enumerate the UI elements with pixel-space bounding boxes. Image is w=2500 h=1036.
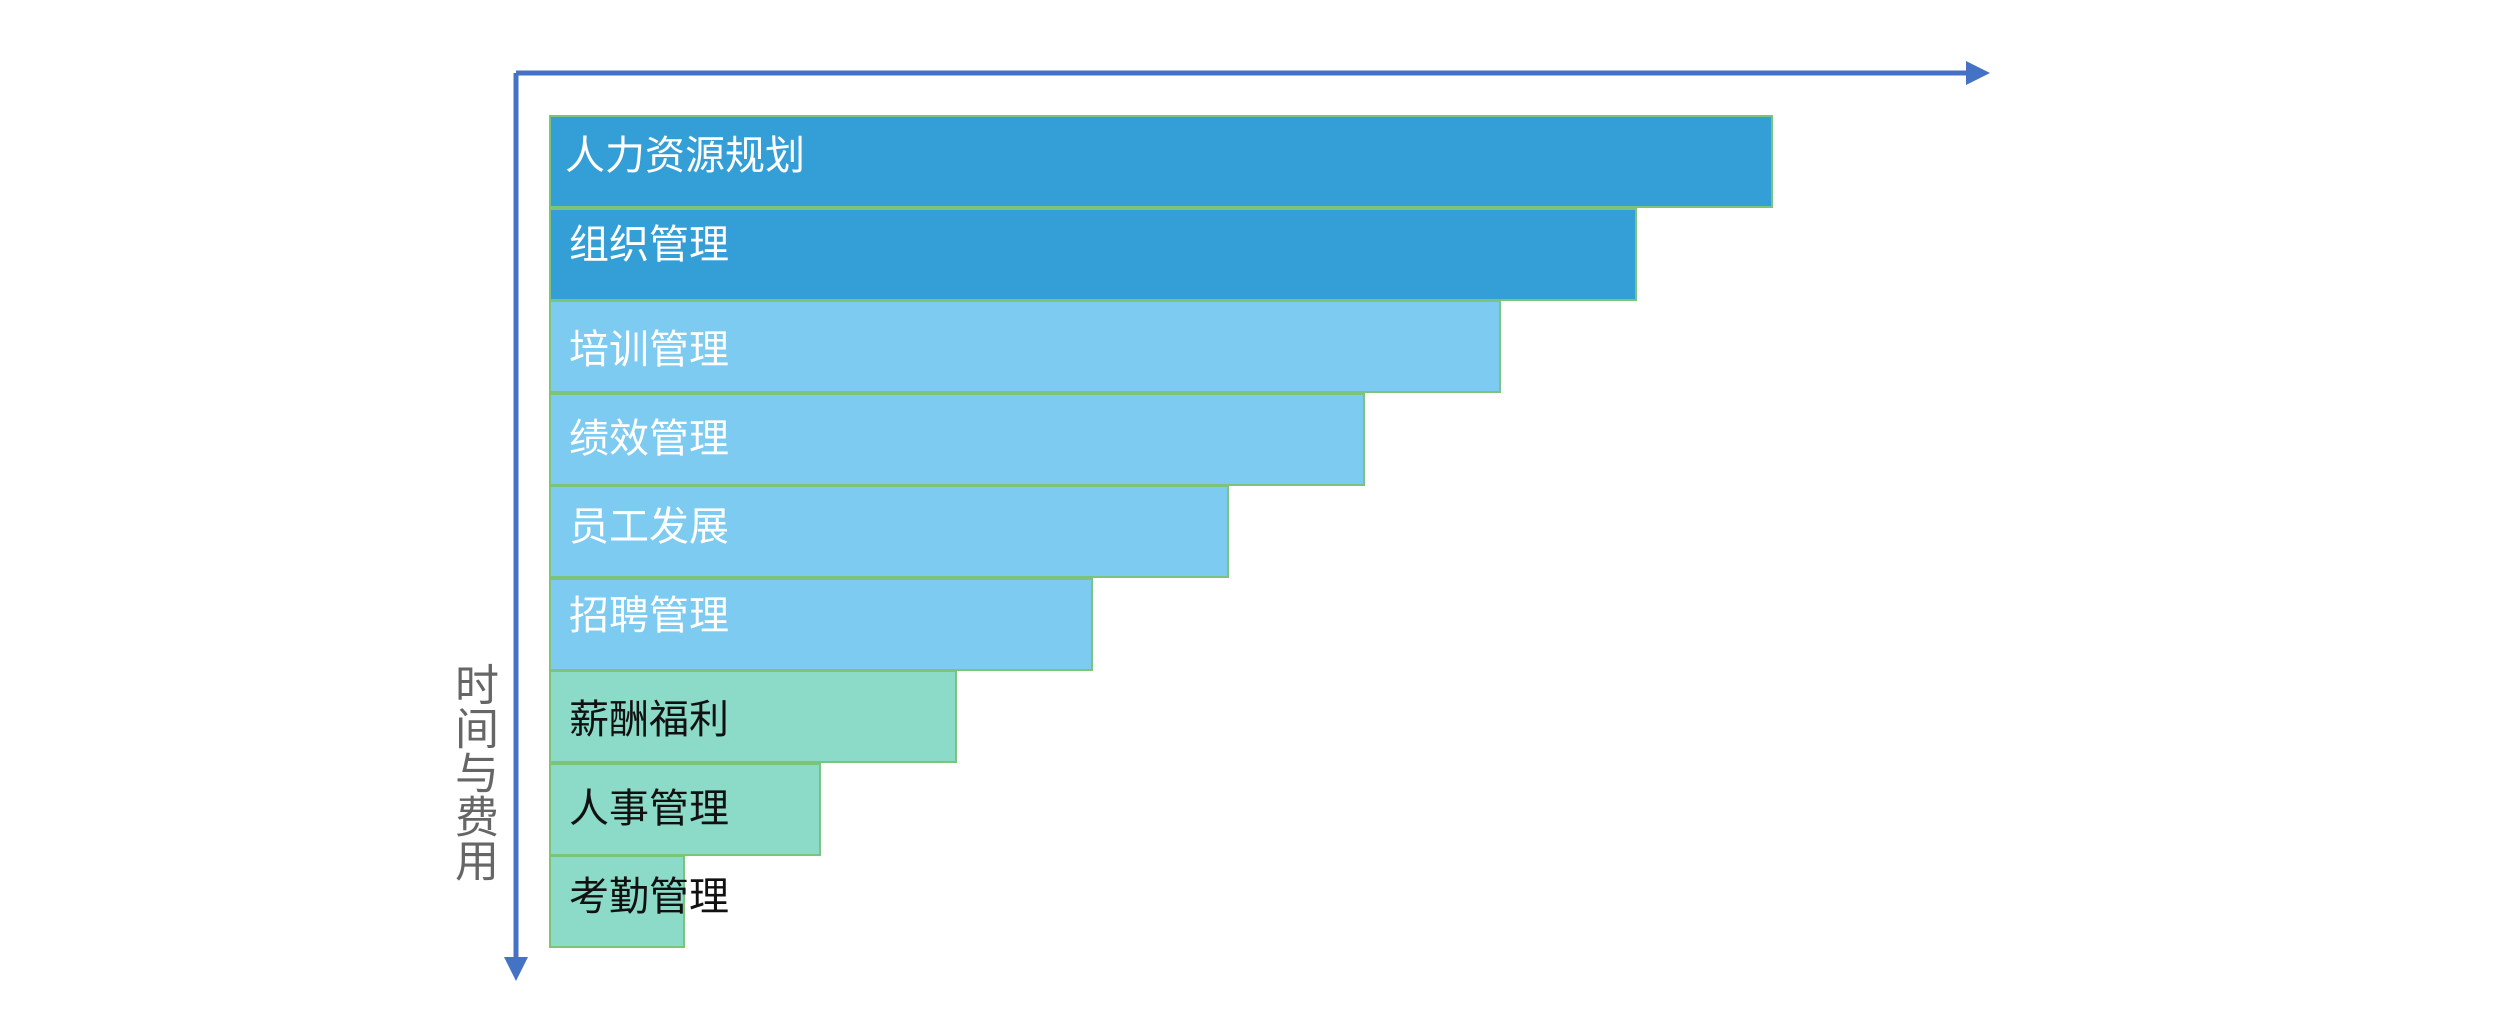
vertical-axis-arrowhead bbox=[504, 957, 528, 981]
stair-bar: 人事管理 bbox=[549, 762, 821, 856]
stair-label: 培训管理 bbox=[569, 327, 729, 373]
stair-bar: 绩效管理 bbox=[549, 392, 1365, 486]
stair-label: 招聘管理 bbox=[569, 592, 729, 639]
stair-label: 考勤管理 bbox=[569, 874, 729, 920]
stair-label: 绩效管理 bbox=[569, 415, 729, 462]
stair-label: 人事管理 bbox=[569, 785, 729, 832]
stair-bar: 招聘管理 bbox=[549, 577, 1093, 671]
stair-bar: 考勤管理 bbox=[549, 855, 729, 948]
stair-label: 薪酬福利 bbox=[569, 697, 729, 743]
stair-bar: 培训管理 bbox=[549, 300, 1501, 393]
stair-bar: 员工发展 bbox=[549, 485, 1229, 578]
stair-label: 人力资源规划 bbox=[565, 133, 805, 179]
stair-label: 员工发展 bbox=[569, 504, 729, 550]
vertical-axis-label: 时间与费用 bbox=[447, 662, 498, 882]
stair-bar: 组织管理 bbox=[549, 207, 1637, 301]
stair-label: 组织管理 bbox=[569, 221, 729, 268]
horizontal-axis-arrowhead bbox=[1966, 61, 1990, 85]
stair-bar: 人力资源规划 bbox=[549, 115, 1773, 208]
stair-bar: 薪酬福利 bbox=[549, 670, 957, 763]
